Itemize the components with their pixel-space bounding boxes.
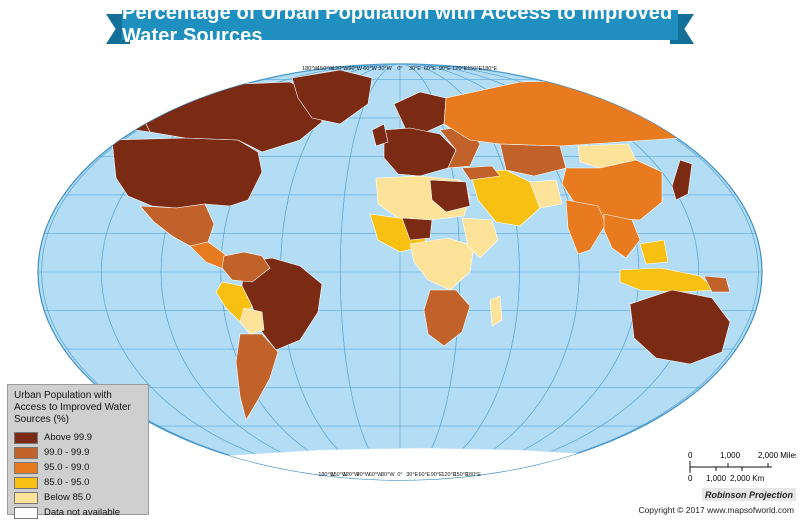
country-middle-east — [469, 169, 541, 227]
copyright-text: Copyright © 2017 www.mapsofworld.com — [638, 505, 794, 515]
legend-swatch — [14, 506, 38, 519]
country-usa — [111, 137, 263, 209]
graticule-label: 60°E — [418, 472, 430, 478]
graticule-label: 30°E — [406, 472, 418, 478]
country-southern-africa — [423, 289, 471, 347]
legend-label: Below 85.0 — [44, 492, 92, 503]
country-southeast-asia — [603, 213, 641, 259]
scale-km-2000: 2,000 Km — [730, 474, 765, 483]
graticule-label: 0° — [397, 66, 402, 72]
country-argentina-chile — [235, 333, 279, 421]
graticule-label: 180°W — [318, 472, 335, 478]
country-central-africa — [409, 237, 475, 291]
country-colombia-venezuela — [221, 251, 271, 283]
graticule-label: 60°W — [363, 66, 377, 72]
legend-label: 85.0 - 95.0 — [44, 477, 90, 488]
legend-item: 85.0 - 95.0 — [14, 475, 142, 490]
graticule-label: 150°W — [317, 66, 334, 72]
graticule-label: 120°E — [441, 472, 456, 478]
legend-label: 99.0 - 99.9 — [44, 447, 90, 458]
legend-title: Urban Population with Access to Improved… — [14, 390, 131, 425]
country-australia — [629, 289, 731, 365]
legend-swatch — [14, 476, 38, 489]
legend-item: 95.0 - 99.0 — [14, 460, 142, 475]
graticule-label: 150°W — [331, 472, 348, 478]
graticule-label: 150°E — [454, 472, 469, 478]
country-uk — [371, 123, 389, 147]
graticule-label: 30°W — [378, 66, 392, 72]
scale-bar-graphic: 0 1,000 2,000 Miles 0 1,000 2,000 Km — [688, 451, 799, 483]
graticule-label: 0° — [397, 472, 402, 478]
legend-item: Below 85.0 — [14, 490, 142, 505]
graticule-label: 60°W — [369, 472, 383, 478]
country-indonesia — [619, 267, 717, 293]
legend-item: Data not available — [14, 505, 142, 520]
graticule-label: 120°W — [343, 472, 360, 478]
scale-miles-0: 0 — [688, 451, 693, 460]
graticule-label: 150°E — [467, 66, 482, 72]
scale-km-1000: 1,000 — [706, 474, 727, 483]
graticule-label: 180°E — [482, 66, 497, 72]
country-alaska — [91, 99, 151, 133]
projection-label: Robinson Projection — [702, 488, 796, 501]
country-sahel — [401, 217, 433, 241]
graticule-label: 180°E — [466, 472, 481, 478]
legend-label: Data not available — [44, 507, 121, 518]
legend-swatch — [14, 431, 38, 444]
country-greenland — [291, 69, 373, 125]
country-turkey — [461, 165, 501, 181]
legend-label: Above 99.9 — [44, 432, 93, 443]
graticule-label: 30°E — [409, 66, 421, 72]
country-libya-egypt — [429, 179, 471, 213]
country-philippines-malaysia — [639, 239, 669, 265]
legend-swatch — [14, 446, 38, 459]
country-iran — [529, 179, 563, 209]
graticule-label: 60°E — [424, 66, 436, 72]
graticule-label: 30°W — [381, 472, 395, 478]
scale-miles-1000: 1,000 — [720, 451, 741, 460]
graticule-label: 180°W — [302, 66, 319, 72]
graticule-label: 90°E — [431, 472, 443, 478]
country-kazakhstan — [499, 143, 567, 177]
map-title: Percentage of Urban Population with Acce… — [122, 2, 678, 47]
graticule-label: 90°W — [357, 472, 371, 478]
country-new-zealand — [737, 357, 753, 385]
legend-swatch — [14, 461, 38, 474]
legend-label: 95.0 - 99.0 — [44, 462, 90, 473]
country-papua-new-guinea — [703, 275, 731, 293]
legend-swatch — [14, 491, 38, 504]
scale-miles-2000: 2,000 Miles — [758, 451, 796, 460]
country-bolivia — [239, 307, 265, 335]
legend: Urban Population with Access to Improved… — [7, 384, 149, 519]
country-russia — [443, 79, 731, 147]
country-east-africa — [461, 217, 499, 259]
country-madagascar — [489, 295, 503, 327]
graticule-label: 120°W — [332, 66, 349, 72]
graticule-label: 120°E — [452, 66, 467, 72]
country-india — [565, 199, 607, 255]
scale-km-0: 0 — [688, 474, 693, 483]
scale-bar: 0 1,000 2,000 Miles 0 1,000 2,000 Km — [688, 449, 799, 489]
legend-items: Above 99.9 99.0 - 99.9 95.0 - 99.0 85.0 - 9… — [14, 430, 142, 520]
country-japan — [671, 159, 693, 201]
graticule-label: 90°E — [439, 66, 451, 72]
legend-item: Above 99.9 — [14, 430, 142, 445]
graticule-label: 90°W — [348, 66, 362, 72]
legend-item: 99.0 - 99.9 — [14, 445, 142, 460]
